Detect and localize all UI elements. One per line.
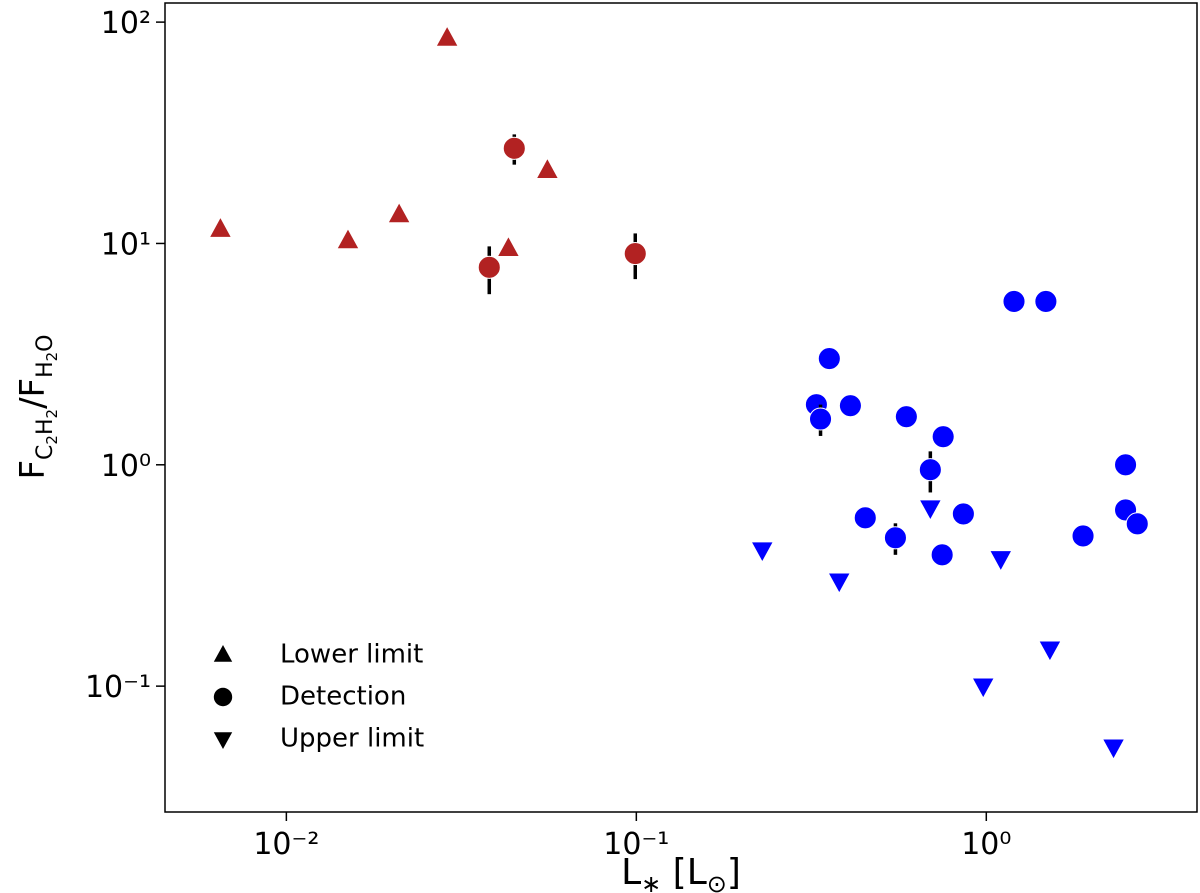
marker: [951, 502, 975, 526]
marker: [208, 216, 233, 238]
marker: [883, 526, 907, 550]
y-tick-label: 10⁻¹: [85, 670, 151, 705]
ylabel-part: C: [33, 445, 58, 460]
y-tick-label: 10²: [101, 6, 151, 41]
ylabel-part: 2: [43, 352, 61, 362]
y-tick-label: 10¹: [101, 227, 151, 262]
legend-marker: [213, 645, 233, 662]
plot-frame: [164, 2, 1198, 813]
marker: [988, 550, 1013, 572]
legend-label: Lower limit: [280, 640, 423, 670]
marker: [853, 506, 877, 530]
ylabel-part: H: [33, 361, 58, 378]
marker: [930, 543, 954, 567]
xlabel-part: L: [621, 852, 641, 893]
marker: [808, 407, 833, 431]
marker: [435, 25, 460, 47]
marker: [1125, 512, 1149, 536]
x-tick-label: 10⁻¹: [603, 827, 669, 862]
marker: [496, 235, 521, 258]
marker: [336, 227, 360, 250]
ylabel-part: 2: [43, 409, 61, 419]
marker: [750, 541, 775, 564]
ylabel-part: F: [13, 460, 53, 480]
marker: [931, 425, 955, 449]
marker: [535, 157, 560, 179]
ylabel-part: /F: [13, 378, 53, 409]
marker: [971, 677, 996, 700]
xlabel-part: ∗: [641, 870, 661, 893]
marker: [894, 405, 918, 429]
marker: [477, 255, 501, 279]
marker: [817, 347, 841, 371]
marker: [1038, 640, 1062, 663]
xlabel-part: [L: [661, 852, 707, 893]
marker: [1101, 738, 1126, 761]
legend-marker: [213, 732, 233, 749]
xlabel-part: ⊙: [707, 870, 727, 893]
ylabel-part: 2: [43, 435, 61, 445]
legend-marker: [213, 687, 233, 707]
marker: [918, 458, 942, 482]
marker: [387, 201, 412, 224]
marker: [1002, 289, 1026, 313]
x-tick-label: 10⁻²: [253, 827, 319, 862]
marker: [838, 394, 862, 418]
legend-label: Detection: [280, 682, 406, 712]
marker: [918, 499, 943, 522]
marker: [623, 242, 647, 266]
ylabel-part: H: [33, 418, 58, 435]
y-tick-label: 10⁰: [101, 449, 151, 484]
marker: [1114, 453, 1138, 477]
legend-label: Upper limit: [280, 724, 424, 754]
y-axis-label: FC2H2/FH2O: [13, 334, 61, 479]
x-tick-label: 10⁰: [961, 827, 1011, 862]
x-axis-label: L∗ [L⊙]: [621, 852, 741, 893]
marker: [1071, 524, 1095, 548]
marker: [502, 136, 526, 160]
ylabel-part: O: [33, 334, 58, 351]
xlabel-part: ]: [727, 852, 741, 893]
marker: [827, 572, 852, 595]
marker: [1034, 289, 1058, 313]
